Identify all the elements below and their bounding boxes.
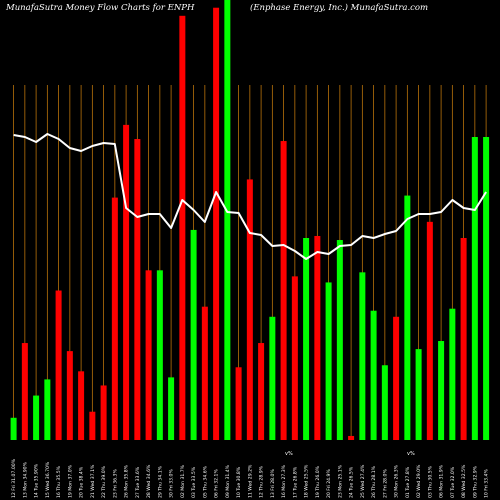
- bar: [348, 435, 355, 440]
- bar: [190, 229, 197, 440]
- bar: [224, 0, 231, 440]
- bar: [426, 221, 433, 440]
- bar: [460, 238, 467, 440]
- bar: [156, 270, 163, 440]
- x-tick-label: 27 Fri 28.0%: [382, 469, 388, 498]
- bar: [100, 385, 107, 440]
- x-tick-label: 16 Thu 35.5%: [56, 465, 62, 498]
- x-tick-label: 28 Wed 34.6%: [146, 464, 152, 498]
- x-tick-label: 20 Fri 24.9%: [326, 469, 332, 498]
- bar: [21, 343, 28, 440]
- x-tick-label: 18 Wed 25.5%: [304, 464, 310, 498]
- bar: [303, 238, 310, 440]
- x-tick-label: 02 Mon 31.7%: [180, 464, 186, 498]
- x-tick-label: 19 Mon 37.0%: [67, 464, 73, 498]
- annotations: v% v%: [285, 451, 415, 457]
- bar: [66, 351, 73, 440]
- x-tick-label: 12 Fri 31.07.00%: [11, 458, 17, 498]
- x-tick-label: 10 Fri 33.4%: [484, 469, 490, 498]
- bars: [10, 0, 490, 441]
- bar: [44, 379, 51, 440]
- x-tick-label: 26 Thu 28.1%: [371, 465, 377, 498]
- chart-subtitle: (Enphase Energy, Inc.) MunafaSutra.com: [250, 3, 429, 13]
- x-tick-label: 20 Tue 38.4%: [79, 466, 85, 498]
- bar: [336, 240, 343, 440]
- x-tick-label: 12 Thu 28.9%: [259, 465, 265, 498]
- bar: [269, 316, 276, 440]
- bar: [471, 137, 478, 440]
- x-tick-label: 09 Thu 32.9%: [472, 465, 478, 498]
- x-tick-label: 06 Mon 31.9%: [439, 464, 445, 498]
- bar: [235, 367, 242, 440]
- bar: [325, 282, 332, 440]
- x-tick-label: 07 Tue 32.0%: [450, 466, 456, 498]
- x-tick-label: 27 Tue 33.6%: [135, 466, 141, 498]
- x-tick-label: 30 Mon 26.3%: [394, 464, 400, 498]
- price-line: [13, 133, 487, 260]
- bar: [438, 341, 445, 440]
- bar: [55, 290, 62, 440]
- bar: [78, 371, 85, 440]
- x-tick-label: 14 Tue 35.90%: [34, 463, 40, 498]
- x-tick-label: 25 Wed 27.4%: [360, 464, 366, 498]
- bar: [381, 365, 388, 440]
- x-tick-label: 10 Tue 30.8%: [236, 466, 242, 498]
- bar: [359, 272, 366, 440]
- x-tick-label: 29 Thu 34.1%: [157, 465, 163, 498]
- x-tick-label: 15 Wed 36.70%: [45, 461, 51, 498]
- chart-header: MunafaSutra Money Flow Charts for ENPH (…: [0, 0, 500, 40]
- bar: [370, 310, 377, 440]
- bar: [111, 197, 118, 440]
- x-tick-label: 24 Tue 26.5%: [349, 466, 355, 498]
- bar: [404, 195, 411, 440]
- bar: [89, 411, 96, 440]
- bar: [483, 137, 490, 440]
- x-tick-label: 09 Mon 31.4%: [225, 464, 231, 498]
- x-tick-label: 30 Fri 33.0%: [169, 469, 175, 498]
- bar: [33, 395, 40, 440]
- bar: [10, 417, 17, 440]
- bar: [291, 276, 298, 440]
- x-tick-label: 16 Mon 27.3%: [281, 464, 287, 498]
- bar: [314, 235, 321, 440]
- bar: [134, 139, 141, 440]
- annotation-label: v%: [285, 451, 293, 457]
- x-tick-label: 13 Mon 34.90%: [22, 461, 28, 498]
- bar: [393, 316, 400, 440]
- bar: [123, 124, 130, 440]
- x-tick-label: 23 Mon 25.1%: [337, 464, 343, 498]
- x-tick-label: 23 Fri 36.3%: [112, 469, 118, 498]
- x-tick-label: 11 Wed 29.2%: [247, 464, 253, 498]
- annotation-label: v%: [407, 451, 415, 457]
- price-line-path: [13, 133, 487, 260]
- x-tick-label: 22 Thu 39.0%: [101, 465, 107, 498]
- x-tick-label: 05 Thu 34.6%: [202, 465, 208, 498]
- bar: [449, 308, 456, 440]
- x-tick-label: 01 Tue 27.8%: [405, 466, 411, 498]
- bar: [280, 141, 287, 441]
- bar: [201, 306, 208, 440]
- x-axis-labels: 12 Fri 31.07.00% 13 Mon 34.90% 14 Tue 35.9…: [11, 458, 490, 498]
- bar: [179, 15, 186, 441]
- x-tick-label: 17 Tue 26.8%: [292, 466, 298, 498]
- x-tick-label: 08 Wed 32.5%: [461, 464, 467, 498]
- chart-title: MunafaSutra Money Flow Charts for ENPH: [6, 3, 195, 13]
- bar: [168, 377, 175, 440]
- bar: [145, 270, 152, 440]
- x-tick-label: 03 Tue 33.5%: [191, 466, 197, 498]
- x-tick-label: 06 Fri 32.1%: [214, 469, 220, 498]
- x-tick-label: 21 Wed 37.1%: [90, 464, 96, 498]
- x-tick-label: 19 Thu 26.0%: [315, 465, 321, 498]
- bar: [213, 7, 220, 440]
- x-tick-label: 03 Thu 30.5%: [427, 465, 433, 498]
- bar: [258, 343, 265, 440]
- x-tick-label: 26 Mon 35.8%: [124, 464, 130, 498]
- x-tick-label: 13 Fri 28.0%: [270, 469, 276, 498]
- bar: [246, 179, 253, 441]
- bar: [415, 349, 422, 440]
- x-tick-label: 02 Wed 29.0%: [416, 464, 422, 498]
